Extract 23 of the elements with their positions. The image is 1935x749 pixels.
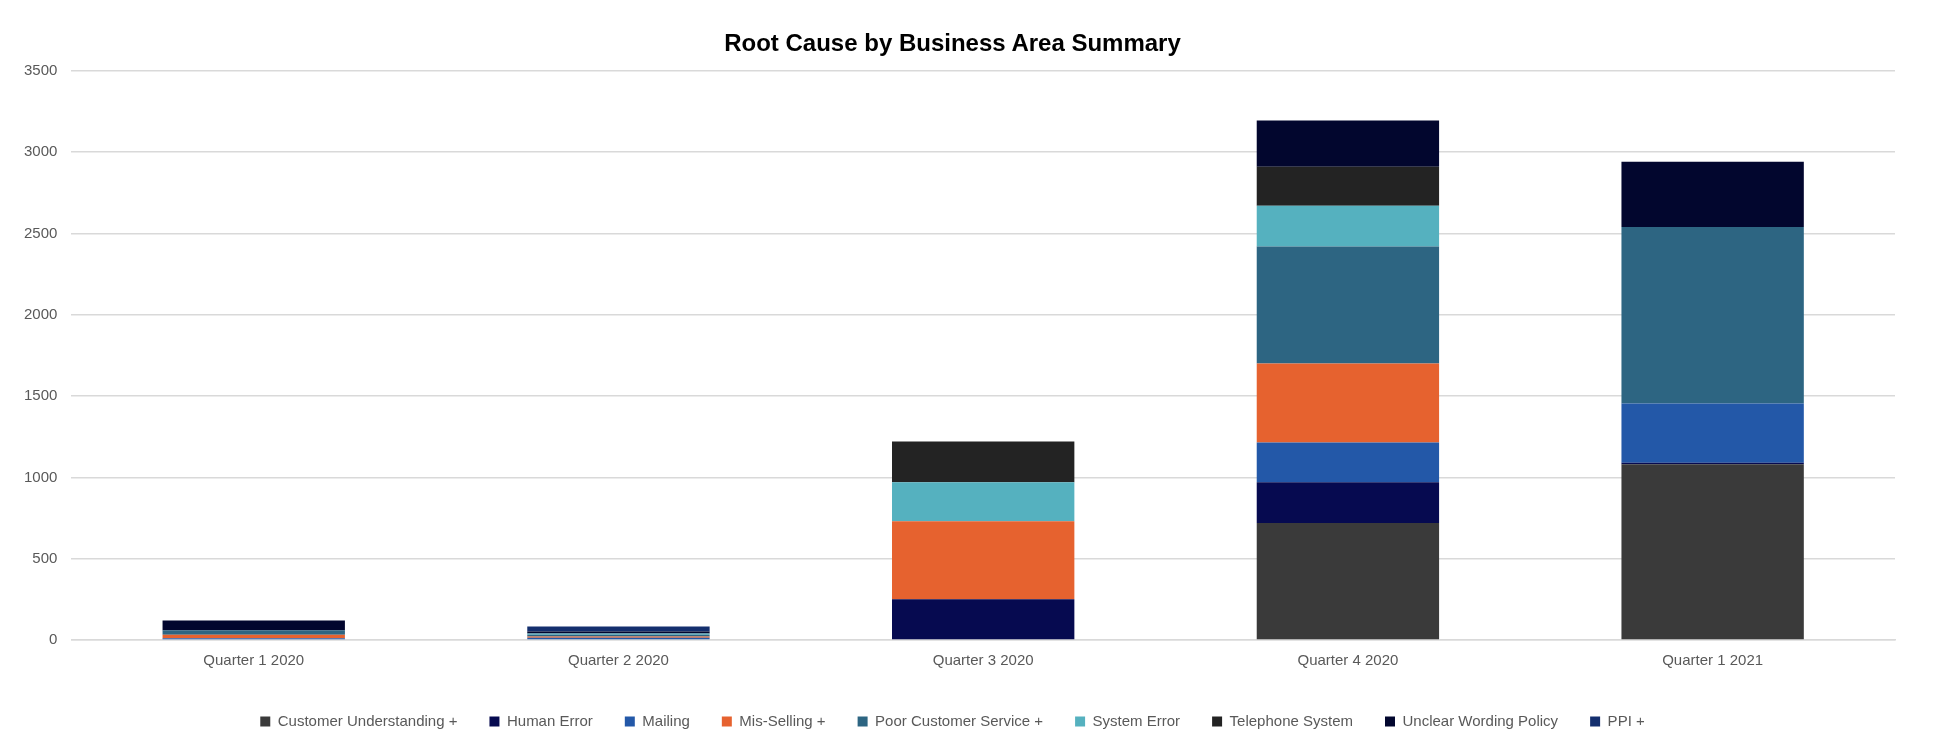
x-tick-label: Quarter 3 2020	[932, 651, 1034, 669]
y-tick-label: 1500	[23, 386, 58, 404]
x-tick-label: Quarter 2 2020	[568, 651, 669, 669]
y-tick-label: 3500	[23, 60, 58, 78]
legend-label: PPI +	[1607, 711, 1645, 729]
y-tick-label: 500	[32, 548, 58, 566]
y-tick-label: 3000	[23, 142, 58, 160]
legend-label: Mis-Selling +	[739, 711, 826, 729]
y-tick-label: 2500	[23, 223, 58, 241]
legend-label: Human Error	[506, 711, 593, 729]
legend-label: System Error	[1092, 711, 1181, 729]
legend-label: Poor Customer Service +	[875, 711, 1044, 729]
y-tick-label: 2000	[23, 304, 58, 322]
x-tick-label: Quarter 1 2020	[203, 651, 305, 669]
y-tick-label: 1000	[23, 467, 58, 485]
y-tick-label: 0	[49, 630, 58, 648]
legend-label: Telephone System	[1229, 711, 1353, 729]
legend-label: Customer Understanding +	[277, 711, 458, 729]
legend-label: Unclear Wording Policy	[1402, 711, 1559, 729]
chart-title: Root Cause by Business Area Summary	[724, 29, 1182, 57]
x-tick-label: Quarter 4 2020	[1297, 651, 1399, 669]
legend-label: Mailing	[642, 711, 690, 729]
x-tick-label: Quarter 1 2021	[1662, 651, 1764, 669]
